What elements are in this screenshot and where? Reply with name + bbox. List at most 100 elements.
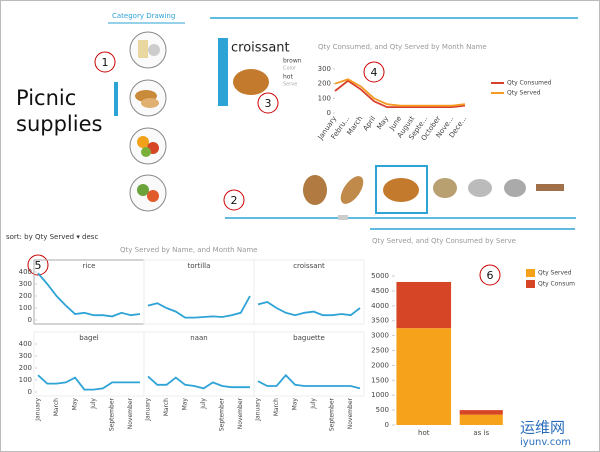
y-tick-label: 400 bbox=[19, 340, 32, 348]
series-line bbox=[334, 79, 466, 109]
y-tick-label: 100 bbox=[19, 376, 32, 384]
y-tick-label: 5000 bbox=[371, 272, 389, 280]
image-strip bbox=[303, 165, 564, 214]
thumbnail[interactable] bbox=[504, 179, 526, 197]
card-label: Color bbox=[283, 66, 297, 72]
series-line bbox=[257, 301, 361, 317]
y-tick-label: 3500 bbox=[371, 317, 389, 325]
x-tick-label: January bbox=[255, 398, 262, 422]
series-line bbox=[147, 295, 251, 319]
panel-title: croissant bbox=[293, 262, 325, 270]
callout-marker bbox=[94, 51, 116, 73]
y-tick-label: 200 bbox=[19, 364, 32, 372]
thumbnail[interactable] bbox=[303, 175, 327, 205]
panel-title: baguette bbox=[293, 334, 325, 342]
card-value: hot bbox=[283, 74, 293, 81]
x-tick-label: May bbox=[182, 398, 189, 411]
series-line bbox=[37, 374, 140, 391]
series-line bbox=[257, 373, 361, 390]
category-icons bbox=[129, 31, 167, 212]
legend-label: Qty Consum bbox=[538, 281, 575, 288]
legend-label: Qty Consumed bbox=[507, 80, 552, 87]
y-tick-label: 0 bbox=[28, 388, 32, 396]
x-tick-label: November bbox=[237, 397, 244, 429]
x-tick-label: January bbox=[145, 398, 152, 422]
x-tick-label: hot bbox=[418, 429, 430, 437]
y-tick-label: 100 bbox=[19, 304, 32, 312]
thumbnail[interactable] bbox=[468, 179, 492, 197]
y-tick-label: 100 bbox=[318, 94, 331, 102]
x-tick-label: as is bbox=[473, 429, 489, 437]
scroll-thumb[interactable] bbox=[338, 215, 348, 220]
x-tick-label: January bbox=[35, 398, 42, 422]
bar-segment bbox=[459, 410, 503, 415]
chart-title: Qty Served by Name, and Month Name bbox=[120, 246, 258, 254]
card-label: Serve bbox=[283, 82, 297, 88]
category-label: Category Drawing bbox=[112, 12, 175, 20]
callout-number: 6 bbox=[487, 269, 494, 282]
y-tick-label: 4000 bbox=[371, 302, 389, 310]
card-title: croissant bbox=[231, 41, 290, 56]
y-tick-label: 1000 bbox=[371, 391, 389, 399]
thumbnail[interactable] bbox=[433, 178, 457, 198]
watermark: 运维网 bbox=[520, 419, 565, 437]
legend-swatch bbox=[526, 280, 535, 288]
card-value: brown bbox=[283, 58, 302, 65]
icon-shape bbox=[147, 190, 159, 202]
thumbnail[interactable] bbox=[536, 184, 564, 191]
panel-title: rice bbox=[83, 262, 96, 270]
callout-marker bbox=[223, 189, 245, 211]
series-line bbox=[147, 375, 250, 390]
y-tick-label: 2000 bbox=[371, 361, 389, 369]
x-tick-label: September bbox=[219, 397, 226, 431]
x-tick-label: July bbox=[90, 398, 97, 410]
icon-shape bbox=[148, 44, 160, 56]
callout-marker bbox=[363, 61, 385, 83]
y-tick-label: 300 bbox=[318, 65, 331, 73]
legend-label: Qty Served bbox=[507, 90, 541, 97]
sort-label[interactable]: sort: by Qty Served ▾ desc bbox=[6, 233, 98, 241]
selected-thumbnail[interactable] bbox=[375, 165, 428, 214]
callout-marker bbox=[479, 264, 501, 286]
icon-shape bbox=[141, 98, 159, 108]
callout-number: 2 bbox=[231, 194, 238, 207]
chart-title: Qty Served, and Qty Consumed by Serve bbox=[372, 237, 516, 245]
callout-number: 1 bbox=[102, 56, 109, 69]
thumbnail bbox=[383, 178, 419, 202]
callout-number: 5 bbox=[35, 259, 42, 272]
icon-shape bbox=[141, 147, 151, 157]
legend-label: Qty Served bbox=[538, 270, 572, 277]
x-tick-label: May bbox=[72, 398, 79, 411]
bar-segment bbox=[396, 328, 452, 425]
y-tick-label: 0 bbox=[327, 109, 331, 117]
callout-marker bbox=[257, 92, 279, 114]
y-tick-label: 200 bbox=[19, 292, 32, 300]
y-tick-label: 2500 bbox=[371, 347, 389, 355]
callout-number: 4 bbox=[371, 66, 378, 79]
y-tick-label: 300 bbox=[19, 352, 32, 360]
legend-swatch bbox=[526, 269, 535, 277]
selection-bar bbox=[114, 82, 118, 116]
thumbnail[interactable] bbox=[336, 172, 367, 207]
card-bar bbox=[218, 38, 228, 106]
y-tick-label: 300 bbox=[19, 280, 32, 288]
y-tick-label: 4500 bbox=[371, 287, 389, 295]
x-tick-label: September bbox=[109, 397, 116, 431]
x-tick-label: November bbox=[347, 397, 354, 429]
x-tick-label: July bbox=[200, 398, 207, 410]
y-tick-label: 500 bbox=[376, 406, 389, 414]
panel bbox=[253, 259, 365, 325]
callout-number: 3 bbox=[265, 97, 272, 110]
icon-shape bbox=[137, 184, 149, 196]
y-tick-label: 400 bbox=[19, 268, 32, 276]
chart-title: Qty Consumed, and Qty Served by Month Na… bbox=[318, 43, 487, 51]
x-tick-label: March bbox=[53, 398, 60, 416]
panel-title: tortilla bbox=[188, 262, 211, 270]
x-tick-label: March bbox=[273, 398, 280, 416]
y-tick-label: 0 bbox=[28, 316, 32, 324]
x-tick-label: November bbox=[127, 397, 134, 429]
y-tick-label: 200 bbox=[318, 80, 331, 88]
page-title: supplies bbox=[16, 112, 102, 136]
panel bbox=[253, 331, 365, 397]
